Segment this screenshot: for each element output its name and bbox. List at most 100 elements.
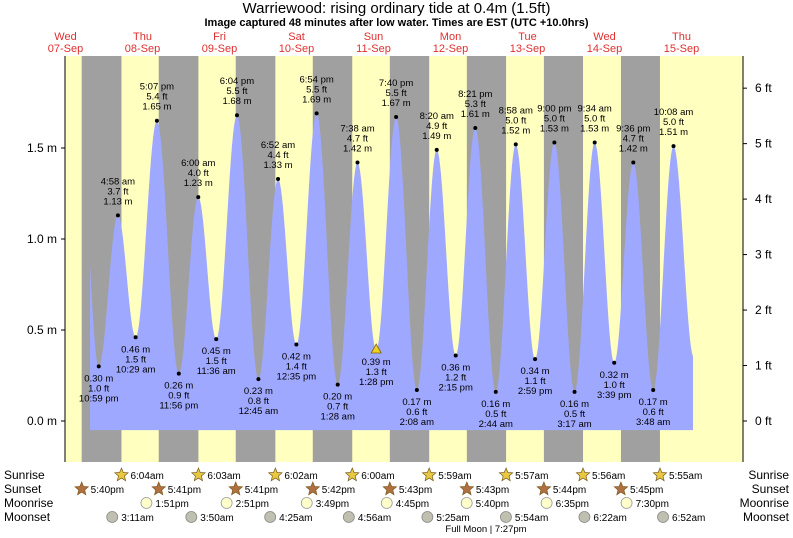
row-label-sunset-left: Sunset: [4, 482, 42, 496]
tide-label-line: 9:34 am: [578, 104, 612, 115]
tide-point: [592, 140, 597, 145]
right-tick-label: 3 ft: [755, 248, 772, 262]
sunset-time: 5:44pm: [553, 485, 586, 496]
tide-point: [631, 160, 636, 165]
day-date: 12-Sep: [433, 43, 468, 55]
tide-label-line: 0.23 m: [244, 386, 273, 397]
low-tide-label: 0.34 m1.1 ft2:59 pm: [518, 366, 552, 397]
tide-label-line: 11:36 am: [197, 366, 236, 377]
moonset-icon: [657, 511, 669, 523]
moonset-icon: [342, 511, 355, 523]
sunrise-icon: [575, 467, 591, 482]
tide-label-line: 0.30 m: [84, 373, 113, 384]
tide-label-line: 12:45 am: [239, 406, 279, 417]
tide-label-line: 8:21 pm: [458, 89, 492, 100]
tide-label-line: 6:52 am: [261, 140, 295, 151]
sunrise-icon: [652, 467, 668, 482]
sunrise-icon: [190, 467, 206, 482]
moon-phase-note: Full Moon | 7:27pm: [445, 524, 526, 535]
tide-point: [214, 337, 219, 342]
tide-label-line: 0.42 m: [282, 352, 311, 363]
tide-point: [453, 353, 458, 358]
row-label-sunset-right: Sunset: [752, 482, 790, 496]
low-tide-label: 0.16 m0.5 ft2:44 am: [479, 399, 513, 430]
tide-label-line: 5.4 ft: [146, 92, 167, 103]
moonset-icon: [500, 511, 512, 523]
tide-label-line: 5.3 ft: [465, 99, 486, 110]
tide-label-line: 1.33 m: [264, 160, 293, 171]
sunset-time: 5:41pm: [245, 485, 278, 496]
high-tide-label: 6:54 pm5.5 ft1.69 m: [299, 74, 333, 105]
tide-label-line: 0.26 m: [164, 381, 193, 392]
tide-point: [256, 377, 261, 382]
moonset-time: 4:25am: [279, 513, 312, 524]
tide-point: [234, 113, 239, 118]
moonset-time: 3:50am: [200, 513, 233, 524]
moonset-time: 4:56am: [358, 513, 391, 524]
moonset-icon: [106, 511, 119, 523]
day-name: Tue: [518, 31, 537, 43]
sunset-icon: [151, 481, 167, 496]
tide-label-line: 9:00 pm: [537, 104, 571, 115]
tide-label-line: 12:35 pm: [277, 372, 317, 383]
tide-point: [355, 160, 360, 165]
tide-label-line: 1.13 m: [103, 196, 132, 207]
tide-label-line: 1:28 pm: [359, 377, 393, 388]
sunset-time: 5:40pm: [91, 485, 124, 496]
tide-label-line: 10:08 am: [654, 107, 694, 118]
tide-point: [572, 389, 577, 394]
tide-label-line: 0.8 ft: [248, 396, 269, 407]
day-date: 09-Sep: [202, 43, 237, 55]
tide-label-line: 5.0 ft: [544, 114, 565, 125]
moonrise-icon: [620, 497, 633, 509]
sunset-icon: [459, 481, 475, 496]
sunrise-icon: [498, 467, 514, 482]
tide-label-line: 1.3 ft: [366, 367, 387, 378]
tide-label-line: 1.51 m: [659, 127, 688, 138]
sunset-time: 5:45pm: [630, 485, 663, 496]
tide-point: [176, 371, 181, 376]
row-label-sunrise-left: Sunrise: [4, 468, 45, 482]
high-tide-label: 9:36 pm4.7 ft1.42 m: [616, 124, 650, 155]
tide-label-line: 7:38 am: [340, 124, 374, 135]
tide-label-line: 3:17 am: [557, 419, 591, 430]
day-date: 11-Sep: [356, 43, 391, 55]
row-label-moonrise-right: Moonrise: [740, 496, 790, 510]
tide-label-line: 4.0 ft: [188, 168, 209, 179]
tide-label-line: 4.9 ft: [426, 121, 447, 132]
tide-label-line: 4:58 am: [101, 176, 135, 187]
tide-label-line: 3:48 am: [636, 417, 670, 428]
tide-label-line: 9:36 pm: [616, 124, 650, 135]
moonset-icon: [264, 511, 277, 523]
sunset-icon: [536, 481, 552, 496]
moonset-time: 3:11am: [121, 513, 154, 524]
high-tide-label: 7:40 pm5.5 ft1.67 m: [379, 78, 413, 109]
sunset-time: 5:41pm: [168, 485, 201, 496]
low-tide-label: 0.32 m1.0 ft3:39 pm: [597, 370, 631, 401]
sunrise-time: 5:55am: [669, 471, 702, 482]
low-tide-label: 0.16 m0.5 ft3:17 am: [557, 399, 591, 430]
tide-point: [314, 111, 319, 116]
tide-label-line: 1.0 ft: [604, 380, 625, 391]
sunrise-time: 6:00am: [361, 471, 394, 482]
tide-label-line: 5:07 pm: [140, 82, 174, 93]
tide-label-line: 1.2 ft: [445, 372, 466, 383]
tide-point: [154, 118, 159, 123]
row-label-moonset-right: Moonset: [743, 510, 790, 524]
tide-point: [133, 335, 138, 340]
high-tide-label: 8:21 pm5.3 ft1.61 m: [458, 89, 492, 120]
tide-point: [671, 144, 676, 149]
tide-label-line: 8:58 am: [499, 105, 533, 116]
tide-label-line: 0.16 m: [481, 399, 510, 410]
tide-point: [96, 364, 101, 369]
sunset-time: 5:43pm: [476, 485, 509, 496]
tide-label-line: 0.45 m: [202, 346, 231, 357]
tide-point: [651, 388, 656, 393]
moonrise-time: 5:40pm: [476, 499, 509, 510]
tide-label-line: 1.61 m: [461, 109, 490, 120]
day-name: Fri: [213, 31, 226, 43]
tide-label-line: 6:54 pm: [299, 74, 333, 85]
tide-label-line: 0.46 m: [121, 344, 150, 355]
sunset-icon: [305, 481, 321, 496]
